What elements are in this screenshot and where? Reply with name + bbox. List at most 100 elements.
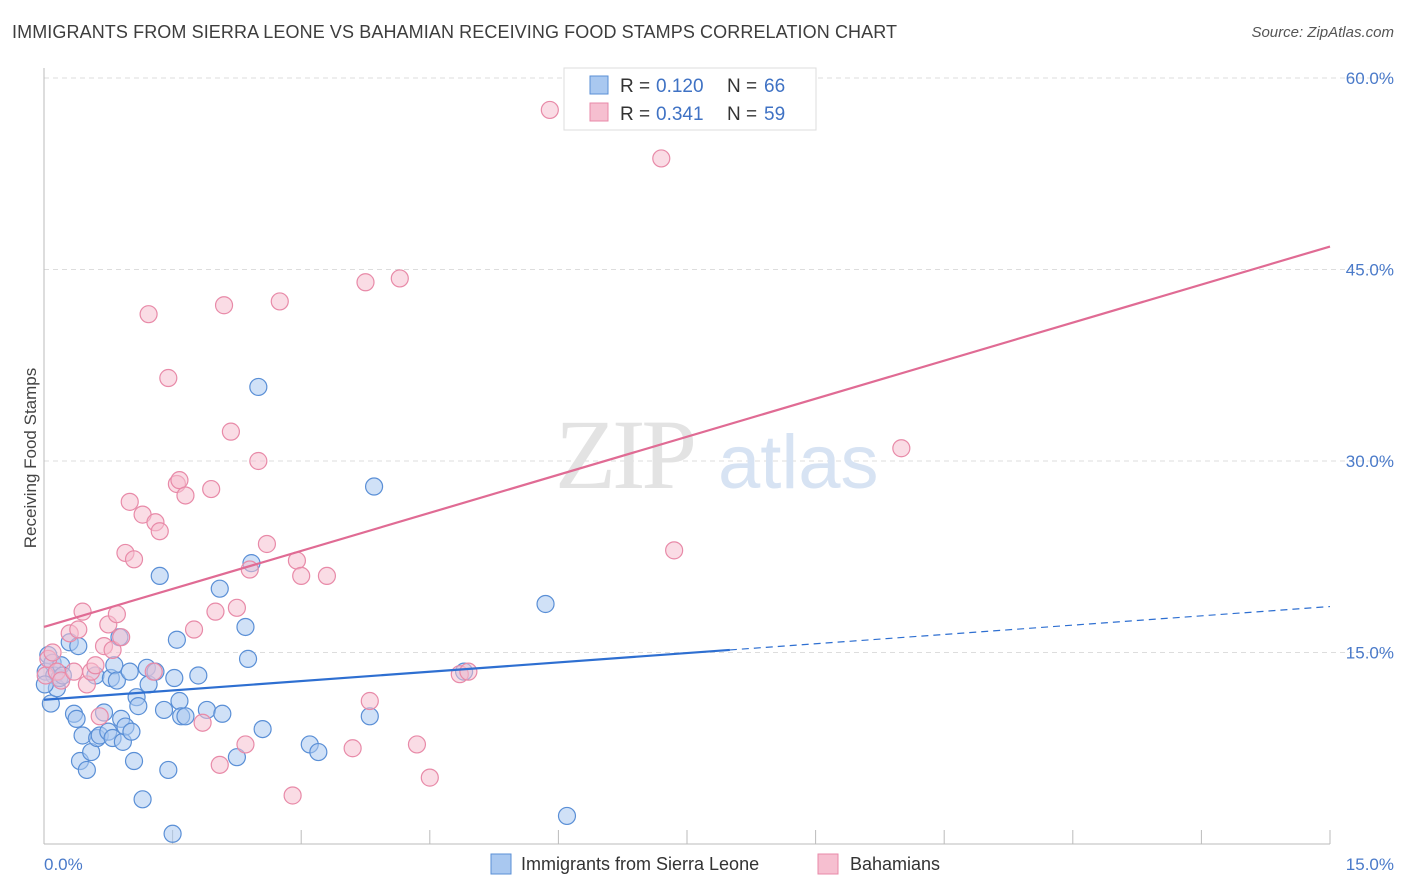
point-bahamians bbox=[236, 735, 255, 754]
point-bahamians bbox=[214, 296, 234, 315]
point-bahamians bbox=[43, 643, 62, 662]
correlation-legend: R = 0.120 N = 66 R = 0.341 N = 59 bbox=[563, 67, 817, 131]
point-bahamians bbox=[317, 566, 337, 586]
point-sierra-leone bbox=[227, 748, 246, 767]
point-bahamians bbox=[202, 479, 221, 499]
point-bahamians bbox=[124, 550, 144, 569]
point-bahamians bbox=[390, 269, 409, 288]
point-sierra-leone bbox=[124, 751, 144, 771]
point-sierra-leone bbox=[129, 697, 148, 716]
point-bahamians bbox=[249, 451, 268, 471]
point-bahamians bbox=[652, 149, 671, 168]
legend-n-value-1: 66 bbox=[764, 76, 785, 97]
legend-n-label-2: N = bbox=[727, 104, 757, 125]
watermark: ZIP atlas bbox=[555, 399, 879, 510]
point-sierra-leone bbox=[249, 377, 268, 397]
point-bahamians bbox=[64, 662, 84, 681]
point-sierra-leone bbox=[213, 704, 232, 723]
series-legend-label-pink: Bahamians bbox=[850, 854, 940, 874]
point-bahamians bbox=[150, 522, 169, 541]
y-tick-label: 60.0% bbox=[1346, 69, 1394, 88]
y-tick-label: 15.0% bbox=[1346, 644, 1394, 663]
legend-r-value-1: 0.120 bbox=[656, 76, 704, 97]
point-bahamians bbox=[144, 662, 163, 681]
point-sierra-leone bbox=[163, 824, 182, 843]
point-bahamians bbox=[139, 305, 158, 324]
y-tick-labels: 15.0% 30.0% 45.0% 60.0% bbox=[1346, 69, 1394, 663]
point-sierra-leone bbox=[360, 707, 379, 726]
point-bahamians bbox=[170, 471, 189, 490]
point-bahamians bbox=[227, 598, 246, 617]
point-bahamians bbox=[69, 620, 88, 639]
point-bahamians bbox=[210, 755, 229, 774]
legend-n-label-1: N = bbox=[727, 76, 757, 97]
y-axis-title: Receiving Food Stamps bbox=[21, 368, 40, 548]
point-bahamians bbox=[120, 492, 139, 511]
point-bahamians bbox=[283, 786, 302, 805]
legend-swatch-pink bbox=[589, 102, 609, 122]
point-bahamians bbox=[360, 691, 379, 711]
point-sierra-leone bbox=[167, 630, 186, 649]
x-tick-marks bbox=[43, 830, 1331, 844]
legend-r-label-2: R = bbox=[620, 104, 650, 125]
y-tick-label: 45.0% bbox=[1346, 261, 1394, 280]
point-bahamians bbox=[270, 292, 289, 311]
point-sierra-leone bbox=[107, 671, 126, 690]
point-sierra-leone bbox=[67, 709, 86, 728]
point-sierra-leone bbox=[170, 691, 189, 711]
point-bahamians bbox=[86, 656, 105, 675]
trend-lines bbox=[43, 245, 1331, 701]
point-bahamians bbox=[52, 671, 71, 690]
x-tick-label-max: 15.0% bbox=[1346, 855, 1394, 874]
point-bahamians bbox=[221, 422, 240, 441]
point-sierra-leone bbox=[41, 694, 60, 713]
point-bahamians bbox=[292, 566, 311, 586]
point-sierra-leone bbox=[253, 719, 272, 739]
point-sierra-leone bbox=[122, 722, 141, 741]
point-bahamians bbox=[665, 541, 684, 560]
point-bahamians bbox=[343, 739, 362, 758]
grid-lines bbox=[44, 77, 1394, 653]
axes: Receiving Food Stamps 0.0% 15.0% bbox=[21, 68, 1394, 874]
point-bahamians bbox=[356, 273, 375, 292]
chart-title: IMMIGRANTS FROM SIERRA LEONE VS BAHAMIAN… bbox=[12, 22, 898, 42]
point-bahamians bbox=[184, 620, 204, 639]
point-bahamians bbox=[159, 368, 178, 388]
point-bahamians bbox=[459, 662, 478, 681]
series-legend: Immigrants from Sierra Leone Bahamians bbox=[490, 853, 940, 875]
x-tick-label-min: 0.0% bbox=[44, 855, 83, 874]
legend-r-value-2: 0.341 bbox=[656, 104, 704, 125]
point-sierra-leone bbox=[120, 662, 139, 681]
point-bahamians bbox=[206, 602, 225, 621]
point-sierra-leone bbox=[536, 594, 555, 614]
point-sierra-leone bbox=[77, 760, 96, 780]
chart-source: Source: ZipAtlas.com bbox=[1251, 24, 1394, 41]
legend-n-value-2: 59 bbox=[764, 104, 785, 125]
point-sierra-leone bbox=[105, 656, 124, 675]
trend-line-sierra-leone bbox=[43, 648, 730, 701]
point-sierra-leone bbox=[210, 579, 229, 598]
point-bahamians bbox=[420, 768, 439, 787]
point-sierra-leone bbox=[309, 742, 328, 762]
point-bahamians bbox=[176, 486, 195, 505]
series-legend-label-blue: Immigrants from Sierra Leone bbox=[521, 854, 759, 874]
point-sierra-leone bbox=[159, 760, 178, 780]
point-sierra-leone bbox=[150, 566, 169, 586]
point-bahamians bbox=[257, 534, 277, 554]
legend-r-label-1: R = bbox=[620, 76, 650, 97]
watermark-atlas: atlas bbox=[718, 420, 879, 505]
trend-line-sierra-leone-extension bbox=[729, 605, 1331, 651]
trend-line-bahamians bbox=[43, 245, 1331, 629]
series-legend-swatch-blue bbox=[490, 853, 512, 875]
point-sierra-leone bbox=[165, 668, 184, 688]
y-tick-label: 30.0% bbox=[1346, 452, 1394, 471]
point-sierra-leone bbox=[557, 806, 577, 826]
point-bahamians bbox=[90, 707, 109, 726]
point-sierra-leone bbox=[364, 477, 384, 496]
point-sierra-leone bbox=[133, 790, 152, 809]
point-bahamians bbox=[112, 628, 131, 647]
point-sierra-leone bbox=[189, 666, 208, 685]
legend-swatch-blue bbox=[589, 75, 609, 95]
point-sierra-leone bbox=[238, 649, 258, 668]
